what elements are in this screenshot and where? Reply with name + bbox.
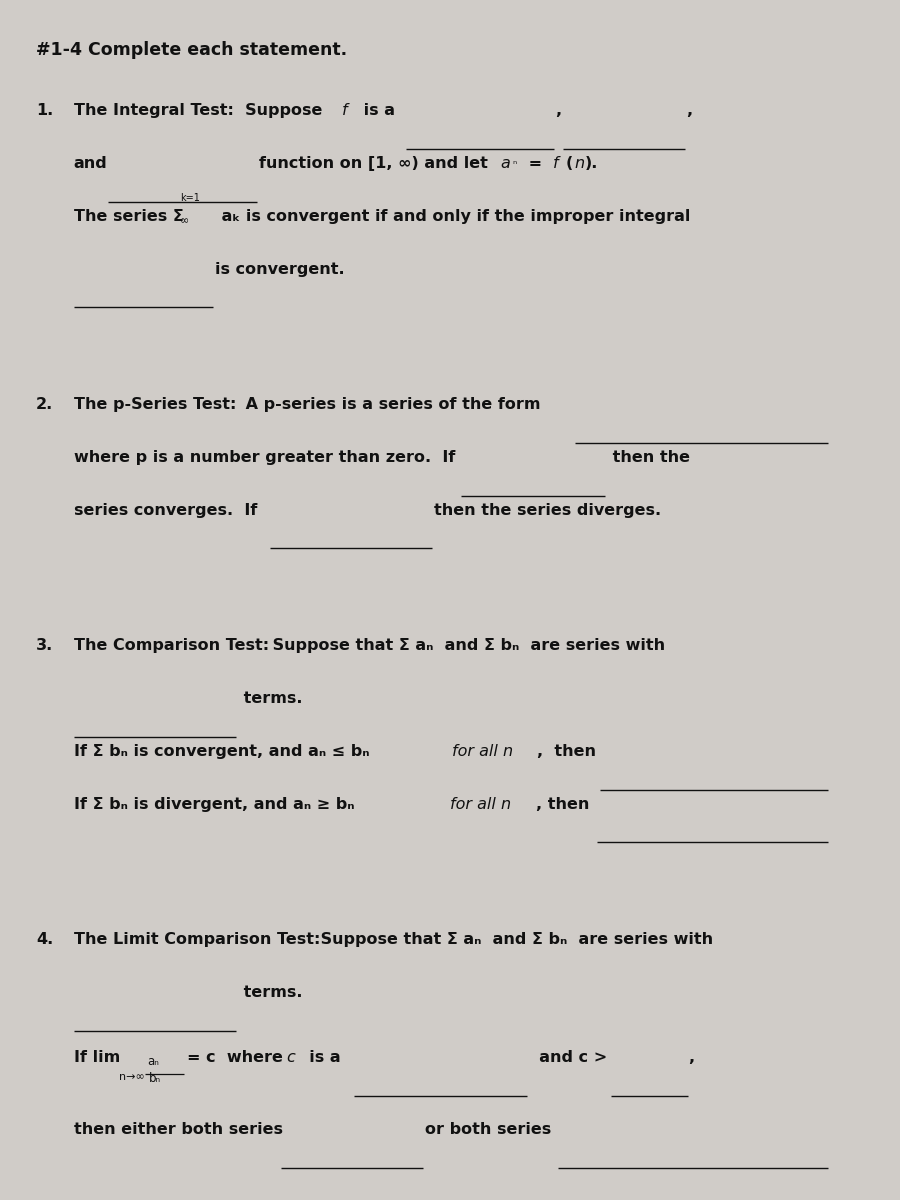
Text: The Limit Comparison Test:: The Limit Comparison Test: (74, 932, 326, 948)
Text: #1-4 Complete each statement.: #1-4 Complete each statement. (36, 41, 347, 59)
Text: is a: is a (298, 1050, 340, 1066)
Text: and c >: and c > (528, 1050, 608, 1066)
Text: Suppose that Σ aₙ  and Σ bₙ  are series with: Suppose that Σ aₙ and Σ bₙ are series wi… (267, 638, 665, 654)
Text: A p-series is a series of the form: A p-series is a series of the form (240, 397, 541, 413)
Text: ).: ). (585, 156, 598, 172)
Text: If Σ bₙ is convergent, and aₙ ≤ bₙ: If Σ bₙ is convergent, and aₙ ≤ bₙ (74, 744, 375, 760)
Text: for all n: for all n (450, 797, 511, 812)
Text: (: ( (565, 156, 572, 172)
Text: function on [1, ∞) and let: function on [1, ∞) and let (259, 156, 494, 172)
Text: for all n: for all n (452, 744, 513, 760)
Text: or both series: or both series (425, 1122, 551, 1138)
Text: 4.: 4. (36, 932, 53, 948)
Text: f: f (342, 103, 347, 119)
Text: then either both series: then either both series (74, 1122, 283, 1138)
Text: then the: then the (607, 450, 689, 466)
Text: = c  where: = c where (187, 1050, 289, 1066)
Text: 3.: 3. (36, 638, 53, 654)
Text: bₙ: bₙ (148, 1072, 160, 1085)
Text: and: and (74, 156, 108, 172)
Text: ₙ: ₙ (512, 156, 517, 166)
Text: series converges.  If: series converges. If (74, 503, 263, 518)
Text: 1.: 1. (36, 103, 53, 119)
Text: ∞: ∞ (180, 216, 189, 226)
Text: k=1: k=1 (180, 193, 200, 203)
Text: The p-Series Test:: The p-Series Test: (74, 397, 242, 413)
Text: ,  then: , then (537, 744, 597, 760)
Text: is a: is a (358, 103, 395, 119)
Text: The Integral Test:  Suppose: The Integral Test: Suppose (74, 103, 328, 119)
Text: is convergent.: is convergent. (215, 262, 345, 277)
Text: where p is a number greater than zero.  If: where p is a number greater than zero. I… (74, 450, 455, 466)
Text: , then: , then (536, 797, 589, 812)
Text: ,: , (686, 103, 692, 119)
Text: terms.: terms. (238, 691, 302, 707)
Text: c: c (286, 1050, 295, 1066)
Text: If Σ bₙ is divergent, and aₙ ≥ bₙ: If Σ bₙ is divergent, and aₙ ≥ bₙ (74, 797, 360, 812)
Text: Suppose that Σ aₙ  and Σ bₙ  are series with: Suppose that Σ aₙ and Σ bₙ are series wi… (315, 932, 713, 948)
Text: terms.: terms. (238, 985, 302, 1001)
Text: ,: , (688, 1050, 695, 1066)
Text: If lim: If lim (74, 1050, 120, 1066)
Text: f: f (553, 156, 558, 172)
Text: aₙ: aₙ (148, 1055, 159, 1068)
Text: n: n (574, 156, 584, 172)
Text: The Comparison Test:: The Comparison Test: (74, 638, 274, 654)
Text: aₖ is convergent if and only if the improper integral: aₖ is convergent if and only if the impr… (216, 209, 690, 224)
Text: a: a (500, 156, 510, 172)
Text: 2.: 2. (36, 397, 53, 413)
Text: The series Σ: The series Σ (74, 209, 184, 224)
Text: then the series diverges.: then the series diverges. (434, 503, 661, 518)
Text: ,: , (555, 103, 562, 119)
Text: n→∞: n→∞ (119, 1072, 145, 1081)
Text: =: = (523, 156, 548, 172)
